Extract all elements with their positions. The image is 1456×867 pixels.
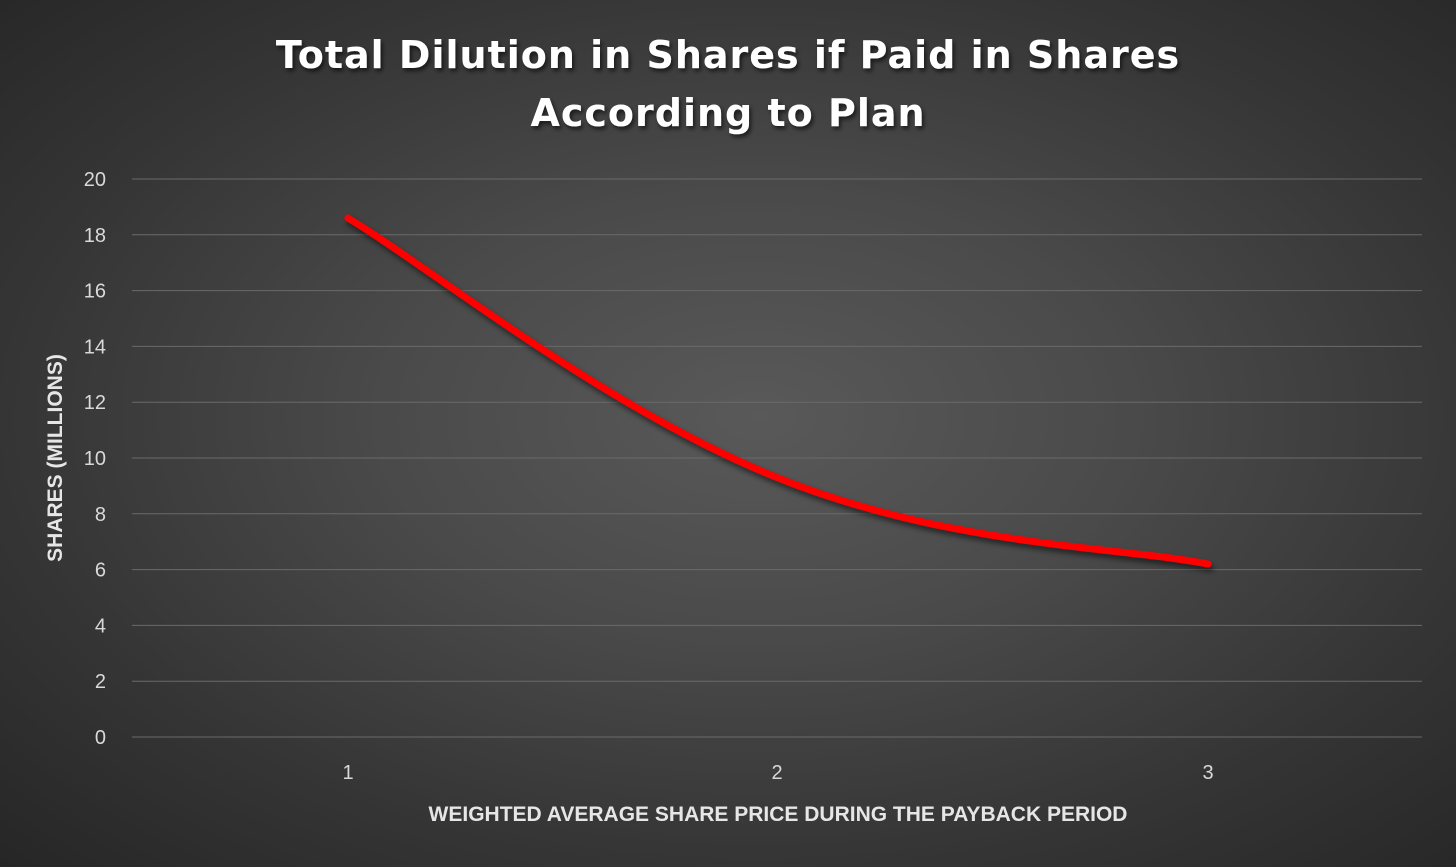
chart-title-line-1: Total Dilution in Shares if Paid in Shar… <box>276 33 1180 77</box>
data-point-2 <box>773 474 781 482</box>
series-line-0 <box>344 214 1212 568</box>
y-tick-label: 16 <box>84 281 106 303</box>
data-point-1 <box>344 214 352 222</box>
y-tick-label: 2 <box>95 671 106 693</box>
y-tick-label: 6 <box>95 560 106 582</box>
y-axis-ticks: 0 2 4 6 8 10 12 14 16 18 20 <box>84 169 106 749</box>
y-tick-label: 20 <box>84 169 106 191</box>
y-tick-label: 4 <box>95 615 106 637</box>
y-axis-title: SHARES (MILLIONS) <box>44 354 67 562</box>
y-tick-label: 12 <box>84 392 106 414</box>
x-axis-ticks: 1 2 3 <box>342 762 1213 784</box>
gridlines <box>132 178 1422 738</box>
x-tick-label: 2 <box>771 762 782 784</box>
y-tick-label: 18 <box>84 225 106 247</box>
y-tick-label: 8 <box>95 504 106 526</box>
x-axis-title: WEIGHTED AVERAGE SHARE PRICE DURING THE … <box>429 803 1128 826</box>
data-point-3 <box>1204 560 1212 568</box>
x-tick-label: 1 <box>342 762 353 784</box>
y-tick-label: 14 <box>84 336 106 358</box>
series-group <box>344 214 1212 568</box>
chart-title: Total Dilution in Shares if Paid in Shar… <box>276 33 1180 135</box>
y-tick-label: 0 <box>95 727 106 749</box>
y-tick-label: 10 <box>84 448 106 470</box>
x-tick-label: 3 <box>1202 762 1213 784</box>
chart-title-line-2: According to Plan <box>530 91 925 135</box>
